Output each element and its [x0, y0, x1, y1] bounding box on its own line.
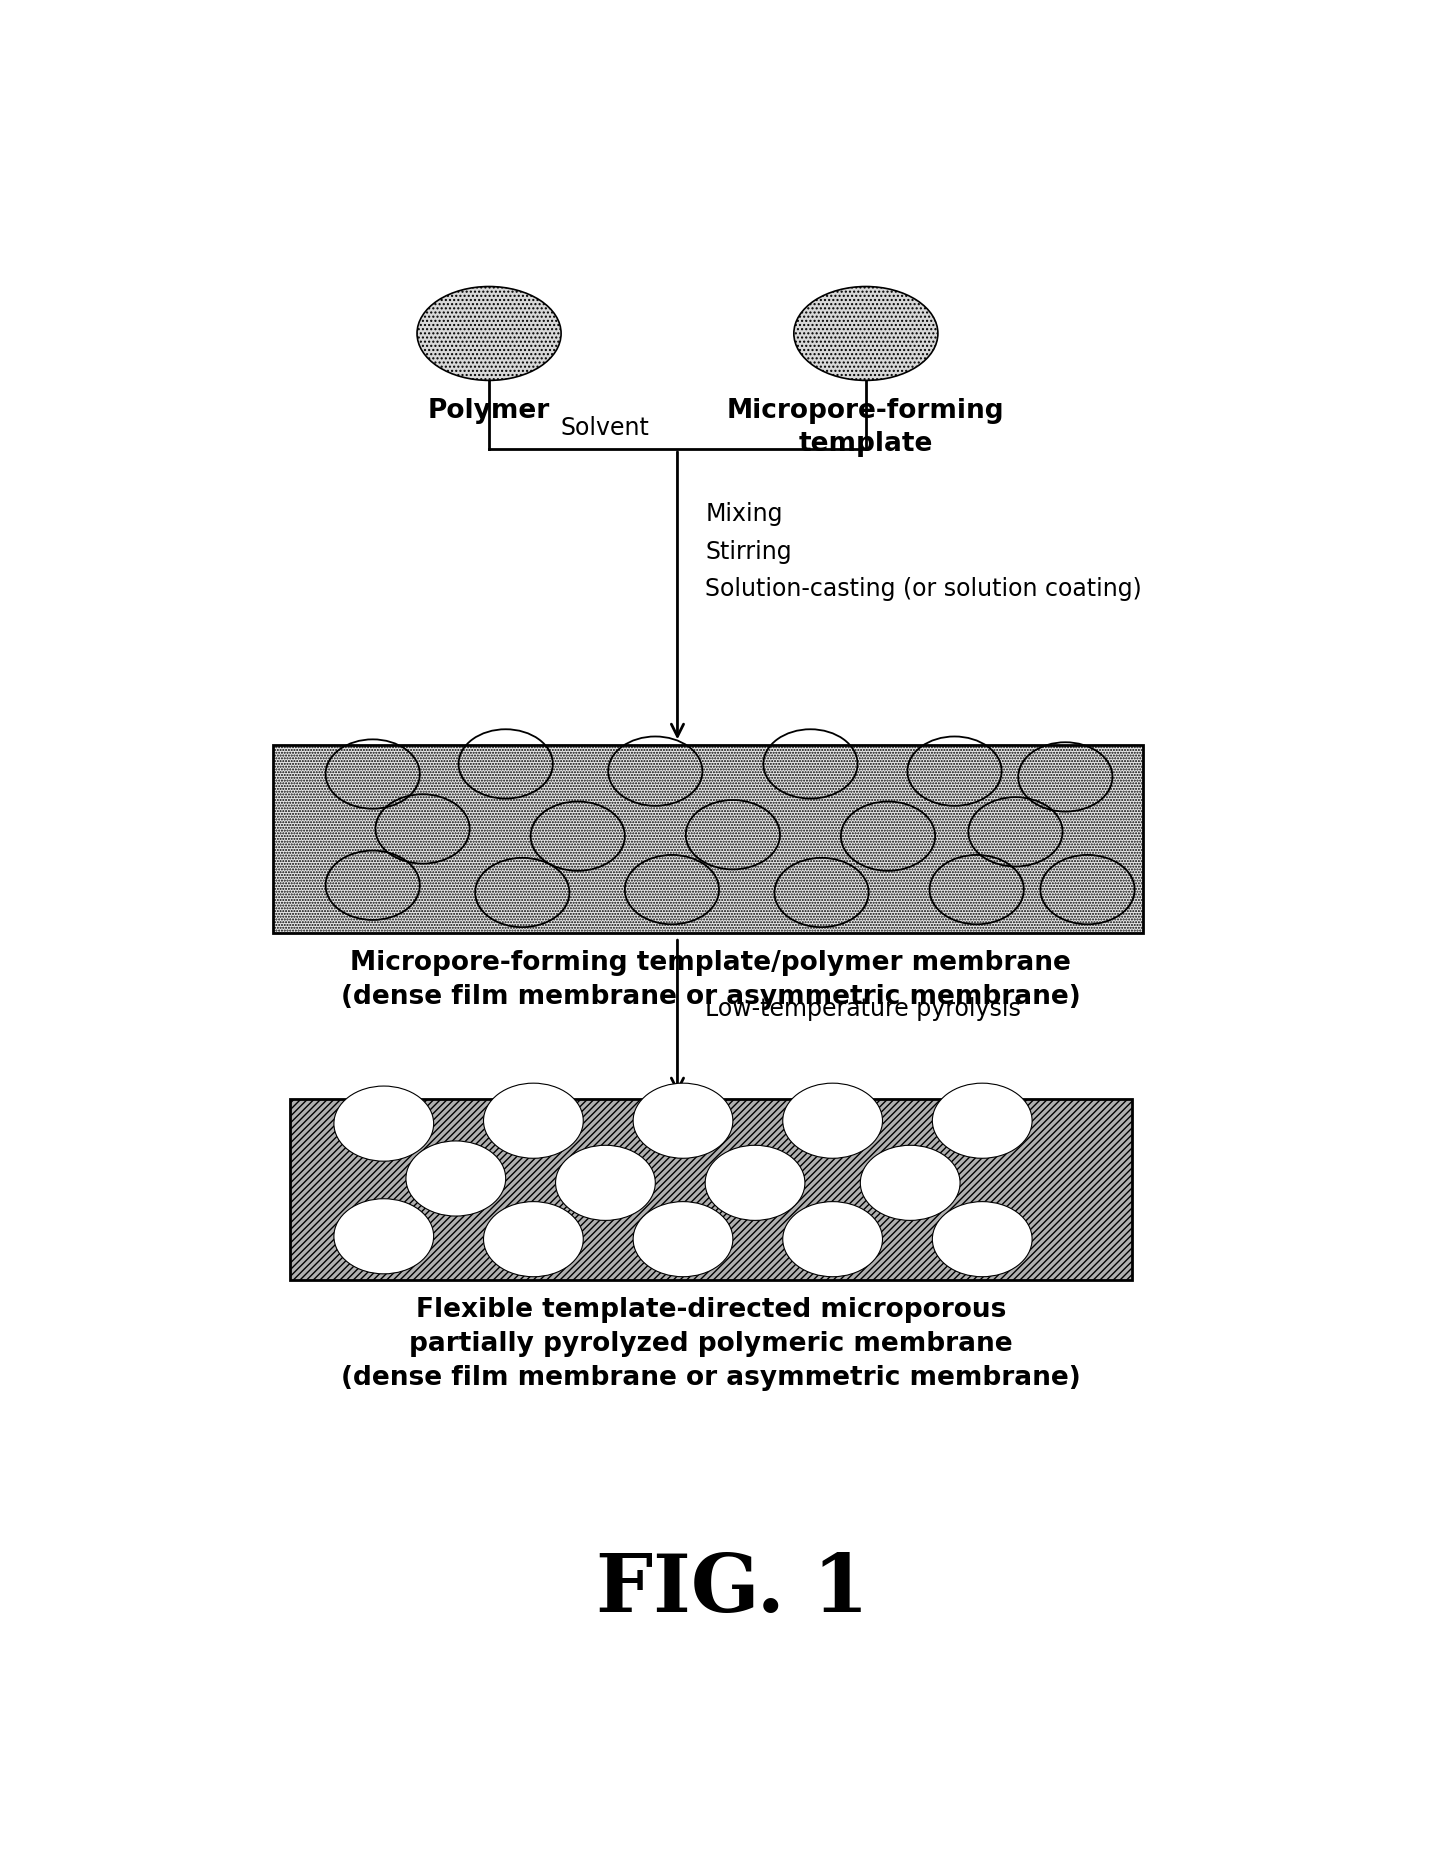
Text: Low-temperature pyrolysis: Low-temperature pyrolysis	[705, 996, 1021, 1021]
Text: Polymer: Polymer	[428, 398, 551, 424]
Ellipse shape	[483, 1203, 583, 1278]
Bar	[273, 745, 1143, 932]
Ellipse shape	[782, 1082, 882, 1157]
Ellipse shape	[335, 1199, 433, 1274]
Ellipse shape	[932, 1082, 1032, 1157]
Ellipse shape	[932, 1203, 1032, 1278]
Ellipse shape	[705, 1144, 805, 1221]
Ellipse shape	[861, 1144, 960, 1221]
Text: Solvent: Solvent	[561, 416, 649, 441]
Ellipse shape	[782, 1203, 882, 1278]
Ellipse shape	[483, 1082, 583, 1157]
Ellipse shape	[633, 1082, 734, 1157]
Text: FIG. 1: FIG. 1	[596, 1551, 869, 1628]
Text: Micropore-forming template/polymer membrane
(dense film membrane or asymmetric m: Micropore-forming template/polymer membr…	[340, 951, 1081, 1011]
Text: Micropore-forming
template: Micropore-forming template	[726, 398, 1005, 456]
Ellipse shape	[335, 1086, 433, 1161]
Ellipse shape	[406, 1141, 506, 1216]
Ellipse shape	[555, 1144, 655, 1221]
Ellipse shape	[794, 287, 938, 381]
Ellipse shape	[633, 1203, 734, 1278]
Text: Flexible template-directed microporous
partially pyrolyzed polymeric membrane
(d: Flexible template-directed microporous p…	[340, 1296, 1081, 1390]
Ellipse shape	[418, 287, 561, 381]
Text: Mixing
Stirring
Solution-casting (or solution coating): Mixing Stirring Solution-casting (or sol…	[705, 503, 1143, 600]
Bar	[289, 1099, 1133, 1279]
